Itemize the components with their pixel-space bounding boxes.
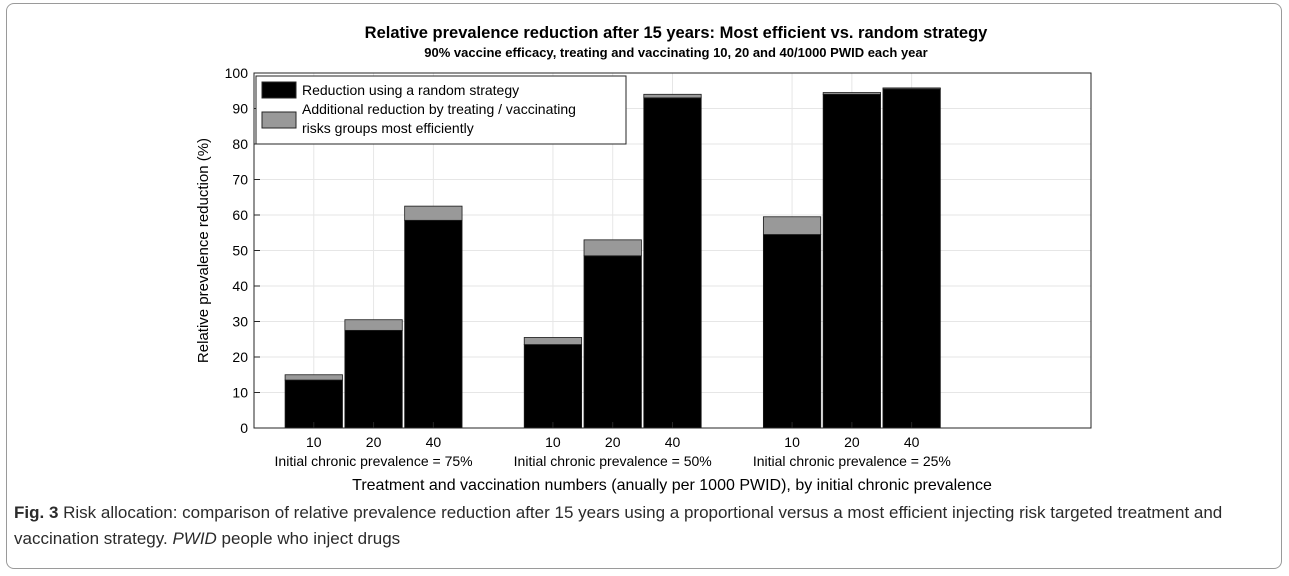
y-tick-label: 70 <box>232 172 248 188</box>
legend-box <box>255 75 627 145</box>
bar-additional <box>344 319 403 331</box>
legend-label-additional: Additional reduction by treating / vacci… <box>302 101 580 136</box>
y-axis-label: Relative prevalence reduction (%) <box>195 138 212 363</box>
x-group-label: Initial chronic prevalence = 25% <box>753 453 951 469</box>
figure-label: Fig. 3 <box>14 503 59 522</box>
x-tick-label: 40 <box>665 434 681 450</box>
figure-frame <box>6 3 1282 569</box>
bar-additional <box>643 93 702 99</box>
x-group-label: Initial chronic prevalence = 50% <box>514 453 712 469</box>
y-tick-label: 40 <box>232 278 248 294</box>
y-tick-label: 80 <box>232 136 248 152</box>
bar-random <box>822 93 881 429</box>
bar-random <box>882 88 941 429</box>
bar-additional <box>882 87 941 90</box>
x-tick-label: 10 <box>306 434 322 450</box>
legend-swatch-additional <box>261 111 297 129</box>
bars <box>284 87 941 429</box>
x-tick-label: 40 <box>904 434 920 450</box>
y-tick-label: 60 <box>232 207 248 223</box>
bar-random <box>523 344 583 429</box>
x-ticks: 10 20 40 Initial chronic prevalence = 75% 10… <box>275 422 951 469</box>
bar-additional <box>404 205 463 221</box>
bar-additional <box>762 216 822 235</box>
y-tick-label: 50 <box>232 243 248 259</box>
bar-additional <box>822 92 881 95</box>
legend: Reduction using a random strategy Additi… <box>255 75 627 145</box>
bar-random <box>643 97 702 429</box>
x-axis-label: Treatment and vaccination numbers (anual… <box>352 477 992 494</box>
bar-additional <box>583 239 642 257</box>
figure-caption: Fig. 3 Risk allocation: comparison of re… <box>14 500 1269 552</box>
chart-subtitle: 90% vaccine efficacy, treating and vacci… <box>424 45 927 60</box>
chart: Relative prevalence reduction after 15 y… <box>195 24 1092 494</box>
x-tick-label: 20 <box>366 434 382 450</box>
bar-additional <box>284 374 343 381</box>
y-tick-label: 100 <box>225 65 249 81</box>
x-tick-label: 10 <box>784 434 800 450</box>
bar-additional <box>523 337 583 345</box>
bar-random <box>762 234 822 429</box>
y-tick-label: 0 <box>240 420 248 436</box>
y-tick-label: 30 <box>232 314 248 330</box>
bar-random <box>284 379 343 429</box>
y-tick-label: 20 <box>232 349 248 365</box>
bar-random <box>404 219 463 429</box>
x-group-label: Initial chronic prevalence = 75% <box>275 453 473 469</box>
y-ticks: 0 10 20 30 40 50 60 70 80 90 100 <box>225 65 260 436</box>
x-tick-label: 40 <box>426 434 442 450</box>
legend-label-additional-line-1: Additional reduction by treating / vacci… <box>302 101 576 117</box>
bar-random <box>344 329 403 429</box>
legend-swatch-random <box>261 81 297 99</box>
x-tick-label: 10 <box>545 434 561 450</box>
caption-abbreviation: PWID <box>172 529 217 548</box>
x-tick-label: 20 <box>844 434 860 450</box>
y-tick-label: 90 <box>232 101 248 117</box>
caption-text: Risk allocation: comparison of relative … <box>14 503 1223 548</box>
legend-label-additional-line-2: risks groups most efficiently <box>302 120 474 136</box>
x-tick-label: 20 <box>605 434 621 450</box>
y-tick-label: 10 <box>232 385 248 401</box>
legend-label-random: Reduction using a random strategy <box>302 82 519 98</box>
chart-title: Relative prevalence reduction after 15 y… <box>365 24 988 42</box>
caption-definition: people who inject drugs <box>216 529 401 548</box>
bar-random <box>583 255 642 429</box>
